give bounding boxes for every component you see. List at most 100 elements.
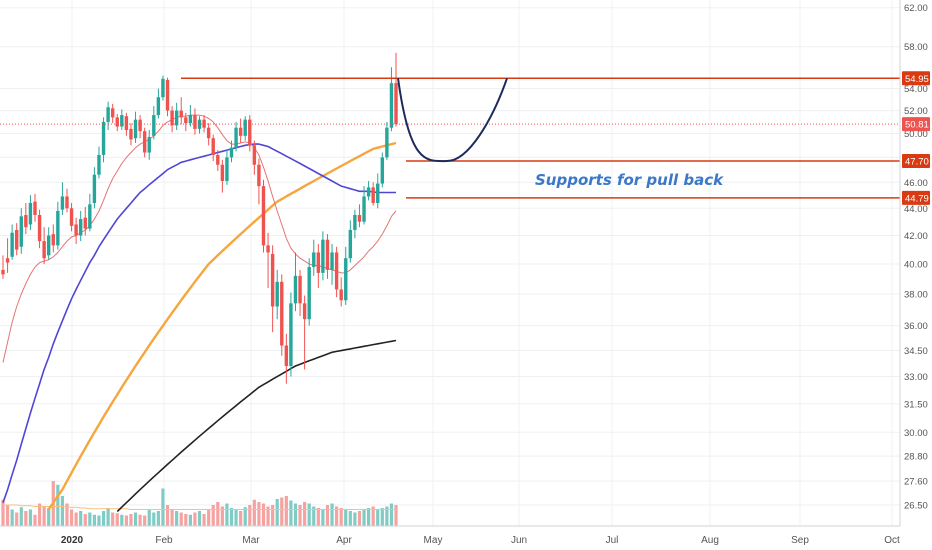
candle-body — [316, 252, 321, 273]
candle-body — [152, 115, 156, 136]
candle-body — [15, 229, 19, 250]
volume-bar — [312, 506, 316, 526]
price-tick-label: 46.00 — [904, 178, 928, 189]
volume-bar — [10, 509, 14, 526]
volume-bar — [316, 508, 320, 526]
volume-bar — [124, 515, 128, 526]
time-axis-bg — [0, 526, 932, 550]
volume-bar — [33, 514, 37, 526]
candles — [1, 52, 398, 384]
support-resistance-levels[interactable] — [0, 77, 900, 199]
volume-bar — [179, 512, 183, 526]
volume-bar — [271, 505, 275, 526]
candle-body — [298, 275, 302, 304]
price-axis[interactable]: 62.0058.0054.0052.0050.0048.0046.0044.00… — [899, 0, 932, 550]
volume-bar — [275, 499, 279, 526]
candle-body — [330, 252, 334, 270]
candle-body — [238, 127, 243, 136]
candle-body — [252, 145, 257, 165]
candle-body — [225, 157, 229, 182]
candle-body — [92, 174, 97, 203]
volume-bar — [37, 503, 42, 526]
volume-bar — [165, 505, 170, 526]
volume-bar — [220, 506, 224, 526]
time-tick-label: Feb — [155, 535, 173, 546]
price-tick-label: 62.00 — [904, 3, 928, 14]
candle-body — [307, 266, 311, 320]
volume-bar — [266, 506, 270, 526]
volume-bar — [229, 508, 234, 526]
volume-bar — [280, 497, 284, 526]
volume-bar — [325, 505, 330, 526]
volume-bar — [19, 507, 23, 526]
candle-body — [88, 204, 92, 229]
volume-bar — [42, 506, 46, 526]
candle-body — [362, 196, 366, 222]
volume-bar — [24, 511, 28, 526]
projection-arc[interactable] — [397, 77, 508, 163]
time-tick-label: Aug — [701, 535, 719, 546]
candle-body — [266, 245, 270, 253]
candle-body — [270, 253, 275, 307]
time-tick-label: May — [424, 535, 443, 546]
time-tick-label: Jun — [511, 535, 527, 546]
price-tick-label: 27.60 — [904, 477, 928, 488]
price-tick-label: 28.80 — [904, 452, 928, 463]
candle-body — [293, 275, 298, 304]
volume-bar — [88, 512, 92, 526]
volume-bar — [115, 513, 119, 526]
volume-bar — [56, 484, 60, 526]
candle-body — [24, 214, 28, 228]
price-tick-label: 50.00 — [904, 129, 928, 140]
volume-bar — [47, 508, 51, 526]
price-tick-label: 58.00 — [904, 42, 928, 53]
candle-body — [101, 121, 106, 155]
candle-body — [170, 110, 174, 126]
candle-body — [65, 196, 69, 209]
volume-bar — [243, 507, 247, 526]
volume-bar — [303, 502, 307, 526]
volume-bar — [385, 506, 389, 526]
volume-bar — [211, 505, 215, 526]
price-tick-label: 33.00 — [904, 372, 928, 383]
candle-body — [321, 239, 325, 273]
candle-body — [334, 252, 339, 290]
annotation-text[interactable]: Supports for pull back — [535, 171, 724, 189]
last-price-label-bg — [902, 117, 930, 132]
candle-body — [257, 164, 261, 187]
candle-body — [19, 216, 23, 247]
candle-body — [275, 281, 279, 307]
volume-bar — [15, 512, 19, 526]
candle-body — [394, 83, 398, 125]
candle-body — [28, 202, 33, 225]
candle-body — [78, 219, 83, 236]
candle-body — [325, 239, 330, 270]
volume-bar — [106, 508, 110, 526]
volume-bar — [348, 511, 352, 526]
candle-body — [261, 186, 266, 246]
candle-body — [248, 119, 252, 146]
volume-ma-line — [3, 504, 396, 510]
volume-bar — [353, 512, 357, 526]
volume-bar — [293, 503, 298, 526]
candle-body — [174, 110, 179, 126]
volume-bar — [74, 512, 78, 526]
volume-bar — [133, 512, 138, 526]
candle-body — [280, 281, 284, 346]
volume-bar — [138, 514, 142, 526]
level-price-label: 54.95 — [905, 74, 929, 85]
time-axis[interactable]: 2020 Feb Mar Apr May Jun Jul Aug Sep Oct — [0, 525, 932, 550]
candle-body — [179, 110, 183, 118]
time-tick-label: Jul — [606, 535, 619, 546]
candle-body — [10, 232, 14, 257]
ma-long-line — [47, 141, 397, 510]
volume-bar — [394, 505, 398, 526]
volume-bar — [120, 514, 124, 526]
volume-bar — [65, 503, 69, 526]
volume-bar — [284, 496, 288, 526]
candle-body — [193, 115, 197, 129]
candle-body — [106, 107, 110, 122]
candle-body — [120, 115, 124, 127]
candle-body — [302, 303, 307, 320]
